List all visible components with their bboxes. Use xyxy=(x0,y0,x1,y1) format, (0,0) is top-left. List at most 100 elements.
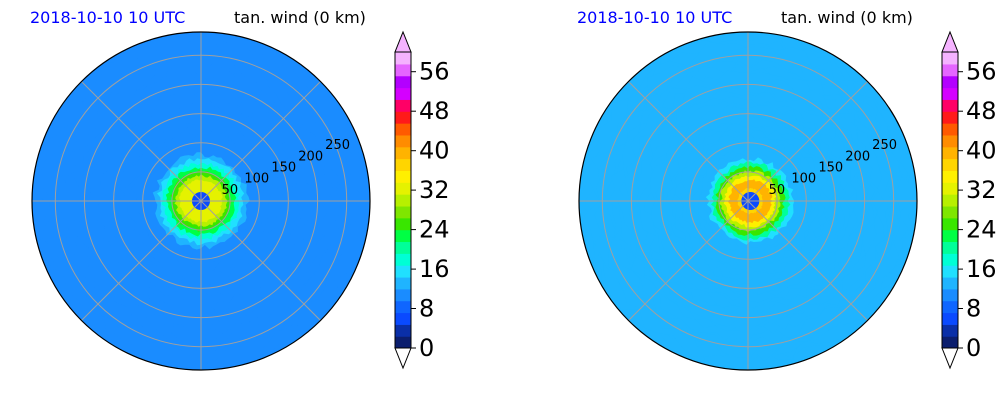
radial-tick-label: 150 xyxy=(818,161,843,176)
colorbar-tick-label: 40 xyxy=(419,137,450,165)
polar-frame-left xyxy=(31,31,371,371)
grid-spoke xyxy=(200,200,321,321)
colorbar-segment xyxy=(395,170,411,183)
colorbar-segment xyxy=(942,229,958,243)
colorbar-tick-label: 24 xyxy=(419,216,450,244)
grid-spoke xyxy=(81,81,202,202)
grid-spoke xyxy=(200,81,321,202)
colorbar-segment xyxy=(395,205,411,219)
colorbar-segment xyxy=(942,312,958,325)
colorbar-segment xyxy=(942,217,958,231)
colorbar-segment xyxy=(942,276,958,290)
panel-left: 2018-10-10 10 UTC tan. wind (0 km) 50 100… xyxy=(30,8,450,371)
colorbar-left: 0 8 16 24 32 40 48 56 xyxy=(394,30,450,370)
colorbar-tick-label: 40 xyxy=(966,137,997,165)
colorbar-segment xyxy=(395,312,411,325)
colorbar-segment xyxy=(395,52,411,65)
colorbar-extend-max xyxy=(394,30,412,53)
panel-left-variable-title: tan. wind (0 km) xyxy=(234,8,366,27)
colorbar-segment xyxy=(942,146,958,160)
panel-left-time-title: 2018-10-10 10 UTC xyxy=(30,8,185,27)
colorbar-segment xyxy=(395,182,411,195)
grid-spoke xyxy=(628,200,749,321)
radial-tick-label: 200 xyxy=(298,149,323,164)
colorbar-segment xyxy=(942,253,958,266)
grid-spoke xyxy=(628,81,749,202)
colorbar-tick-label: 56 xyxy=(966,58,997,86)
colorbar-tick-label: 8 xyxy=(419,295,434,323)
colorbar-segment xyxy=(395,158,411,171)
colorbar-segment xyxy=(942,123,958,136)
radial-tick-label: 50 xyxy=(222,183,239,198)
colorbar-tick-label: 16 xyxy=(966,255,997,283)
colorbar-segment xyxy=(942,288,958,302)
colorbar-segment xyxy=(942,324,958,337)
colorbar-segment xyxy=(942,52,958,65)
colorbar-tick-label: 32 xyxy=(966,176,997,204)
colorbar-segment xyxy=(942,99,958,112)
radial-tick-label: 100 xyxy=(244,172,269,187)
colorbar-segment xyxy=(395,265,411,278)
colorbar-segment xyxy=(395,99,411,112)
grid-spoke xyxy=(747,200,868,321)
colorbar-tick-label: 48 xyxy=(966,97,997,125)
polar-grid-left xyxy=(32,32,370,370)
colorbar-segment xyxy=(942,134,958,148)
colorbar-segment xyxy=(942,182,958,195)
colorbar-extend-min xyxy=(394,347,412,370)
colorbar-tick-label: 48 xyxy=(419,97,450,125)
colorbar-tick-label: 24 xyxy=(966,216,997,244)
polar-grid-right xyxy=(579,32,917,370)
colorbar-right: 0 8 16 24 32 40 48 56 xyxy=(941,30,997,370)
colorbar-segment xyxy=(395,146,411,160)
colorbar-segment xyxy=(395,217,411,231)
colorbar-segment xyxy=(395,241,411,254)
colorbar-extend-min xyxy=(941,347,959,370)
colorbar-segment xyxy=(395,63,411,77)
colorbar-segment xyxy=(395,134,411,148)
colorbar-segment xyxy=(942,194,958,207)
colorbar-tick-label: 8 xyxy=(966,295,981,323)
colorbar-segment xyxy=(395,300,411,314)
colorbar-segment xyxy=(942,300,958,314)
colorbar-frame xyxy=(394,51,412,349)
colorbar-tick-label: 56 xyxy=(419,58,450,86)
radial-tick-label: 200 xyxy=(845,149,870,164)
colorbar-segment xyxy=(395,324,411,337)
colorbar-segment xyxy=(395,123,411,136)
colorbar-segment xyxy=(942,205,958,219)
colorbar-segment xyxy=(395,288,411,302)
colorbar-extend-max xyxy=(941,30,959,53)
colorbar-segment xyxy=(395,87,411,100)
panel-right: 2018-10-10 10 UTC tan. wind (0 km) 50 100… xyxy=(577,8,997,371)
colorbar-segment xyxy=(942,87,958,100)
grid-spoke xyxy=(81,200,202,321)
colorbar-frame xyxy=(941,51,959,349)
colorbar-segment xyxy=(395,194,411,207)
colorbar-segment xyxy=(395,336,411,349)
radial-tick-label: 250 xyxy=(325,138,350,153)
polar-frame-right xyxy=(578,31,918,371)
panel-right-variable-title: tan. wind (0 km) xyxy=(781,8,913,27)
radial-tick-label: 50 xyxy=(769,183,786,198)
colorbar-segment xyxy=(942,241,958,254)
colorbar-segment xyxy=(395,229,411,243)
colorbar-tick-label: 32 xyxy=(419,176,450,204)
colorbar-segment xyxy=(942,158,958,171)
colorbar-segment xyxy=(395,276,411,290)
colorbar-tick-label: 0 xyxy=(966,334,981,362)
colorbar-segment xyxy=(942,170,958,183)
grid-spoke xyxy=(747,81,868,202)
radial-tick-label: 250 xyxy=(872,138,897,153)
colorbar-segment xyxy=(942,336,958,349)
colorbar-tick-label: 0 xyxy=(419,334,434,362)
radial-tick-label: 150 xyxy=(271,161,296,176)
colorbar-segment xyxy=(942,75,958,89)
colorbar-segment xyxy=(395,75,411,89)
colorbar-segment xyxy=(395,253,411,266)
colorbar-tick-label: 16 xyxy=(419,255,450,283)
colorbar-segment xyxy=(942,265,958,278)
